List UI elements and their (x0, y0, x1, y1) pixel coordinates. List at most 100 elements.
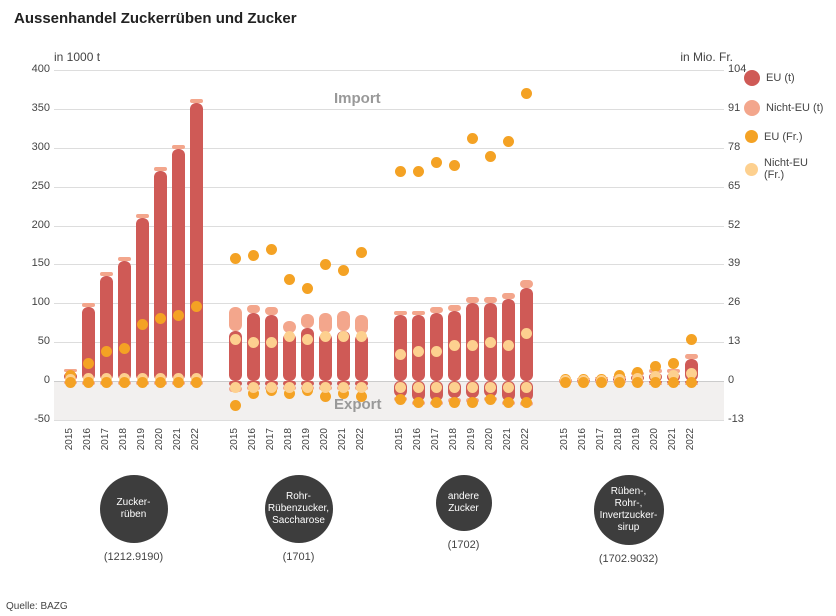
x-tick: 2019 (301, 428, 312, 450)
x-tick: 2015 (64, 428, 75, 450)
dot-eu-fr-import (485, 151, 496, 162)
dot-noneu-fr-import (230, 334, 241, 345)
legend-item: Nicht-EU (Fr.) (744, 157, 826, 181)
dot-noneu-fr-import (467, 340, 478, 351)
dot-eu-fr-import (356, 247, 367, 258)
bar-noneu-import (466, 297, 479, 303)
legend-item: EU (Fr.) (744, 130, 826, 143)
y1-tick: 200 (24, 219, 50, 231)
dot-noneu-fr-import (266, 337, 277, 348)
dot-noneu-fr-export (248, 382, 259, 393)
x-tick: 2018 (613, 428, 624, 450)
y1-tick: -50 (24, 413, 50, 425)
dot-eu-fr-import (668, 358, 679, 369)
x-tick: 2018 (118, 428, 129, 450)
y2-tick: 52 (728, 219, 754, 231)
x-tick: 2020 (319, 428, 330, 450)
legend-item: Nicht-EU (t) (744, 100, 826, 116)
dot-eu-fr-import (284, 274, 295, 285)
dot-eu-fr-export (521, 397, 532, 408)
legend-item: EU (t) (744, 70, 826, 86)
dot-noneu-fr-import (338, 331, 349, 342)
dot-eu-fr-import (302, 283, 313, 294)
bar-noneu-import (136, 214, 149, 218)
x-tick: 2016 (412, 428, 423, 450)
legend: EU (t) Nicht-EU (t) EU (Fr.) Nicht-EU (Fr.) (744, 70, 826, 195)
dot-eu-fr-export (560, 377, 571, 388)
bar-noneu-import (502, 293, 515, 299)
y2-tick: 104 (728, 63, 754, 75)
bar-noneu-import (319, 313, 332, 332)
y1-tick: 150 (24, 257, 50, 269)
x-tick: 2021 (667, 428, 678, 450)
dot-eu-fr-export (578, 377, 589, 388)
gridline (54, 109, 724, 110)
dot-noneu-fr-import (320, 331, 331, 342)
bar-eu-import (118, 261, 131, 382)
category-circle: Rüben-,Rohr-,Invertzucker-sirup (594, 475, 664, 545)
dot-eu-fr-export (632, 377, 643, 388)
x-tick: 2022 (685, 428, 696, 450)
dot-noneu-fr-import (248, 337, 259, 348)
bar-noneu-import (172, 145, 185, 149)
x-tick: 2020 (649, 428, 660, 450)
x-tick: 2017 (100, 428, 111, 450)
x-tick: 2015 (229, 428, 240, 450)
bar-noneu-import (247, 305, 260, 313)
chart-plot: -50-130050131002615039200522506530078350… (54, 70, 724, 420)
x-tick: 2021 (502, 428, 513, 450)
dot-noneu-fr-export (431, 382, 442, 393)
x-tick: 2018 (283, 428, 294, 450)
x-tick: 2016 (82, 428, 93, 450)
dot-eu-fr-export (614, 377, 625, 388)
dot-noneu-fr-import (449, 340, 460, 351)
dot-eu-fr-export (230, 400, 241, 411)
dot-eu-fr-import (230, 253, 241, 264)
y2-tick: 13 (728, 335, 754, 347)
bar-noneu-import (154, 167, 167, 171)
dot-noneu-fr-export (395, 382, 406, 393)
dot-noneu-fr-export (266, 382, 277, 393)
x-tick: 2022 (520, 428, 531, 450)
dot-eu-fr-import (155, 313, 166, 324)
dot-eu-fr-export (485, 394, 496, 405)
dot-eu-fr-import (650, 361, 661, 372)
x-tick: 2022 (355, 428, 366, 450)
y1-tick: 300 (24, 141, 50, 153)
dot-eu-fr-import (191, 301, 202, 312)
x-tick: 2019 (631, 428, 642, 450)
dot-noneu-fr-export (449, 382, 460, 393)
dot-eu-fr-import (173, 310, 184, 321)
dot-noneu-fr-import (521, 328, 532, 339)
gridline (54, 70, 724, 71)
y2-tick: 91 (728, 102, 754, 114)
dot-eu-fr-export (503, 397, 514, 408)
y2-tick: -13 (728, 413, 754, 425)
dot-noneu-fr-export (284, 382, 295, 393)
dot-eu-fr-import (467, 133, 478, 144)
dot-eu-fr-export (395, 394, 406, 405)
dot-noneu-fr-export (230, 382, 241, 393)
bar-eu-import (100, 276, 113, 381)
x-tick: 2020 (154, 428, 165, 450)
dot-eu-fr-import (119, 343, 130, 354)
x-tick: 2021 (172, 428, 183, 450)
bar-noneu-import (265, 307, 278, 315)
dot-eu-fr-export (668, 377, 679, 388)
dot-eu-fr-export (449, 397, 460, 408)
legend-label: EU (t) (766, 72, 795, 84)
dot-eu-fr-import (320, 259, 331, 270)
legend-label: Nicht-EU (Fr.) (764, 157, 826, 181)
y1-axis-label: in 1000 t (54, 50, 100, 64)
category-code: (1702) (414, 539, 514, 551)
dot-noneu-fr-export (302, 382, 313, 393)
category-code: (1212.9190) (84, 551, 184, 563)
y1-tick: 400 (24, 63, 50, 75)
dot-eu-fr-import (449, 160, 460, 171)
dot-noneu-fr-export (338, 382, 349, 393)
y1-tick: 100 (24, 296, 50, 308)
bar-noneu-import (685, 354, 698, 359)
dot-eu-fr-import (413, 166, 424, 177)
dot-eu-fr-export (650, 377, 661, 388)
y1-tick: 350 (24, 102, 50, 114)
